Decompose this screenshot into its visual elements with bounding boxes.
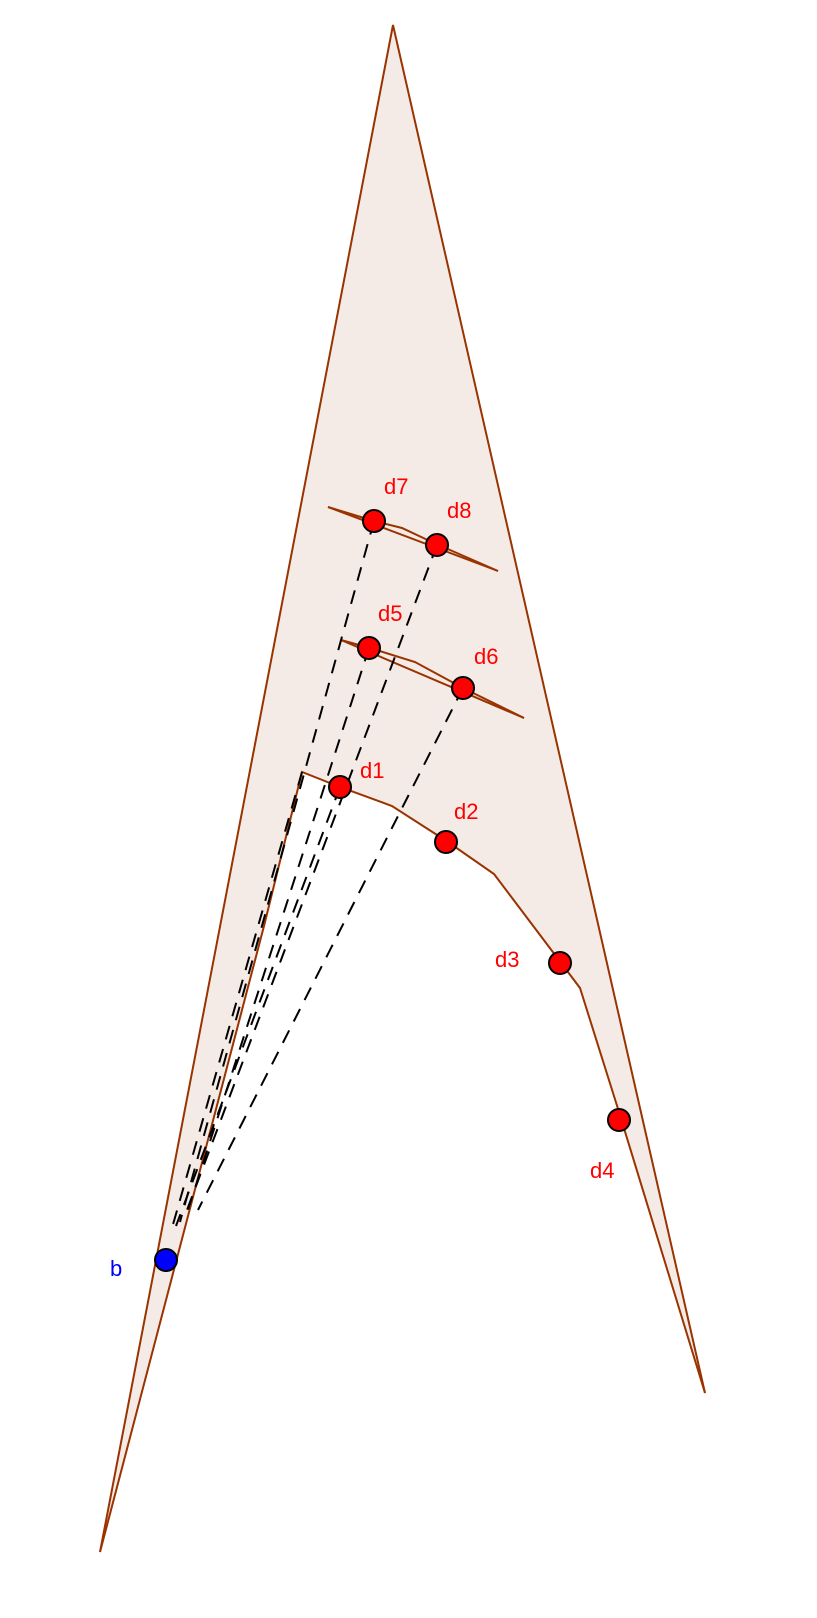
point-d5[interactable] [357,636,381,660]
dash-d7-b [179,520,375,1223]
dash-corner-b [171,771,303,1229]
dash-d6-b [197,687,464,1211]
left-outer-edge [99,24,706,1553]
label-d3: d3 [495,947,519,972]
point-d7[interactable] [362,509,386,533]
point-d2[interactable] [434,830,458,854]
label-d7: d7 [384,474,408,499]
dashed-lines [171,520,464,1229]
point-d6[interactable] [451,676,475,700]
point-b[interactable] [154,1248,178,1272]
dash-d1-b [175,786,341,1227]
point-d3[interactable] [548,951,572,975]
label-d1: d1 [360,758,384,783]
shaded-region [100,25,705,1552]
point-d1[interactable] [328,775,352,799]
segment-d7-d8-parallel [327,506,499,572]
segment-d7-d8 [327,506,499,572]
dash-d5-b [185,647,370,1217]
point-d4[interactable] [607,1108,631,1132]
point-d8[interactable] [425,533,449,557]
label-b: b [110,1256,122,1281]
label-d5: d5 [378,601,402,626]
label-d6: d6 [474,644,498,669]
label-d4: d4 [590,1158,614,1183]
label-d2: d2 [454,799,478,824]
label-d8: d8 [447,498,471,523]
